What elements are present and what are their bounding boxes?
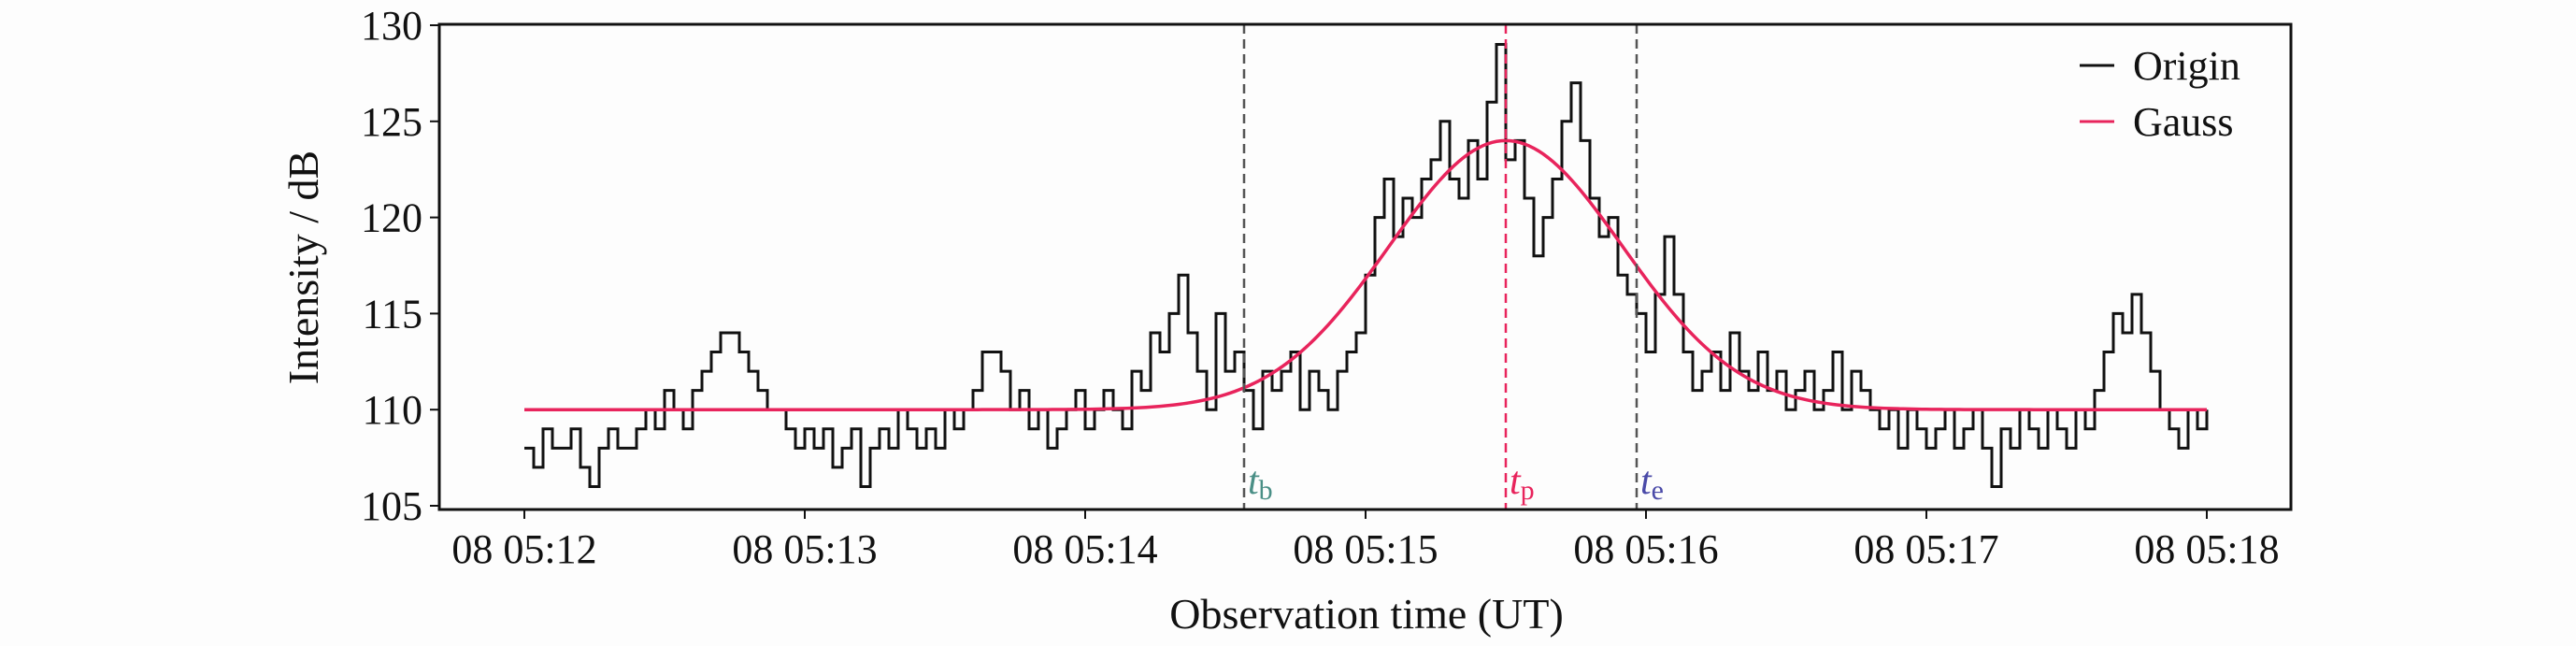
marker-subscript: e bbox=[1652, 475, 1664, 506]
marker-symbol: t bbox=[1248, 460, 1260, 503]
x-tick-label: 08 05:17 bbox=[1853, 526, 1998, 572]
legend-label-gauss: Gauss bbox=[2133, 99, 2234, 145]
marker-symbol: t bbox=[1510, 460, 1522, 503]
plot-area: tb tp te bbox=[524, 24, 2209, 510]
legend: Origin Gauss bbox=[2080, 43, 2240, 145]
x-axis: 08 05:12 08 05:13 08 05:14 08 05:15 08 05:16… bbox=[451, 510, 2280, 572]
x-tick-label: 08 05:13 bbox=[732, 526, 877, 572]
legend-label-origin: Origin bbox=[2133, 43, 2240, 89]
marker-subscript: b bbox=[1259, 475, 1273, 506]
y-tick-label: 125 bbox=[361, 99, 422, 145]
x-tick-label: 08 05:18 bbox=[2134, 526, 2279, 572]
marker-label-tb: tb bbox=[1248, 460, 1273, 506]
x-axis-label: Observation time (UT) bbox=[1169, 590, 1564, 638]
marker-label-te: te bbox=[1640, 460, 1664, 506]
x-tick-label: 08 05:14 bbox=[1012, 526, 1157, 572]
series-gauss-line bbox=[524, 138, 2207, 411]
plot-frame bbox=[437, 22, 2293, 511]
y-tick-label: 120 bbox=[361, 195, 422, 241]
y-axis-label: Intensity / dB bbox=[279, 151, 327, 384]
y-tick-label: 105 bbox=[361, 483, 422, 529]
marker-label-tp: tp bbox=[1510, 460, 1535, 506]
y-tick-label: 115 bbox=[363, 291, 422, 337]
x-tick-label: 08 05:16 bbox=[1573, 526, 1718, 572]
marker-symbol: t bbox=[1640, 460, 1653, 503]
series-origin-line bbox=[524, 43, 2209, 488]
y-axis: 105 110 115 120 125 130 bbox=[361, 3, 439, 529]
y-tick-label: 110 bbox=[363, 387, 422, 433]
marker-subscript: p bbox=[1521, 475, 1535, 506]
y-tick-label: 130 bbox=[361, 3, 422, 49]
x-tick-label: 08 05:12 bbox=[451, 526, 596, 572]
x-tick-label: 08 05:15 bbox=[1293, 526, 1438, 572]
